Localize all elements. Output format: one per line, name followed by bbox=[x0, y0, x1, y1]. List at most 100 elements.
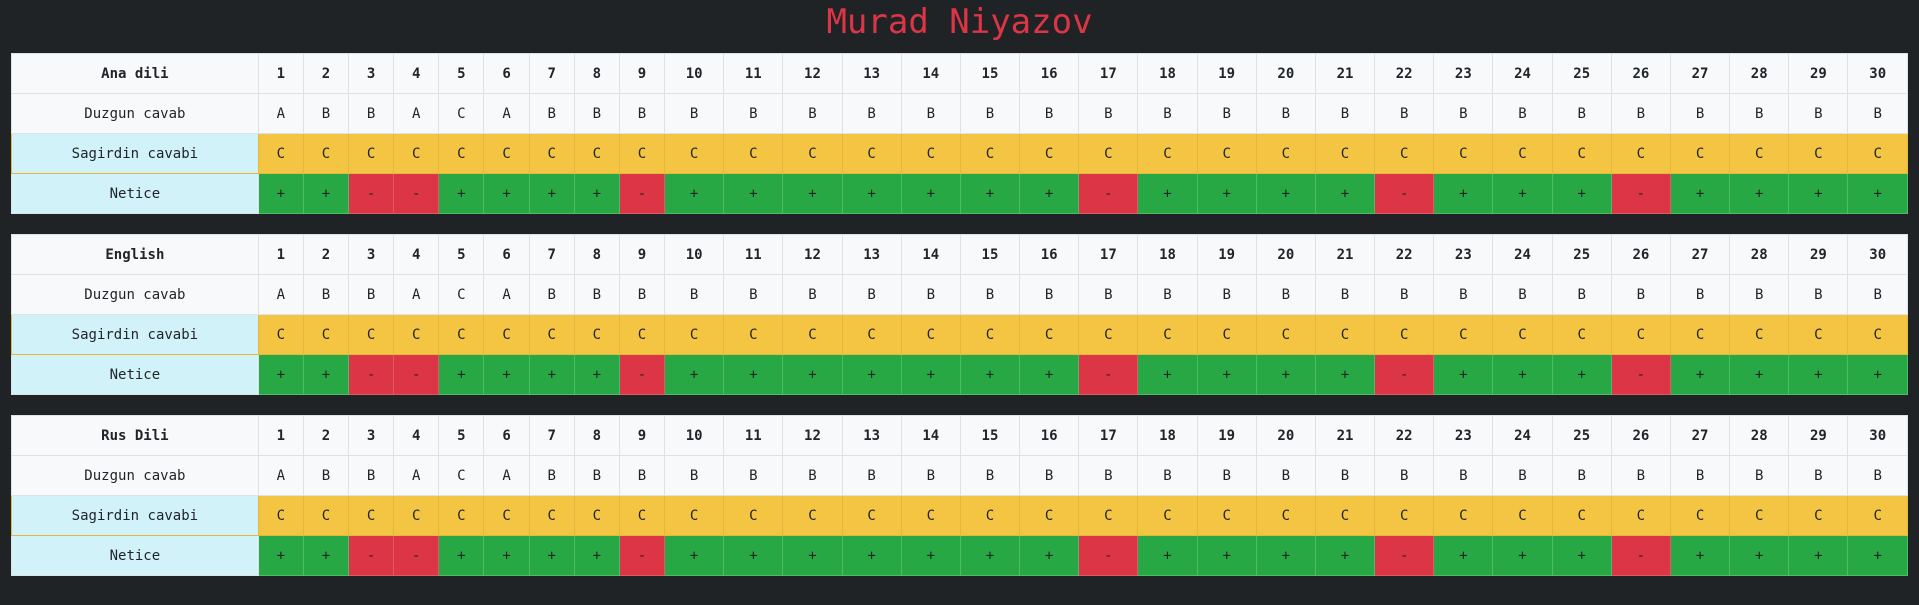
result-cell: - bbox=[393, 535, 440, 576]
question-number: 18 bbox=[1137, 415, 1198, 456]
question-number: 28 bbox=[1729, 234, 1790, 275]
correct-answer-cell: A bbox=[257, 455, 304, 496]
correct-answer-cell: B bbox=[1078, 455, 1139, 496]
student-answer-cell: C bbox=[302, 495, 350, 536]
result-cell: + bbox=[1255, 354, 1316, 395]
result-cell: + bbox=[1137, 535, 1198, 576]
correct-answer-cell: B bbox=[1788, 455, 1849, 496]
result-cell: + bbox=[1847, 535, 1908, 576]
question-header-row: English 1 2 3 4 5 6 7 8 9 10 11 12 13 14 15 16 17 18 19 20 21… bbox=[11, 234, 1908, 275]
result-cell: + bbox=[438, 173, 485, 214]
student-answer-cell: C bbox=[257, 314, 304, 355]
question-number: 30 bbox=[1847, 415, 1908, 456]
question-number: 23 bbox=[1433, 53, 1494, 94]
result-cell: - bbox=[1610, 173, 1671, 214]
correct-answer-cell: B bbox=[1788, 93, 1849, 134]
result-cell: + bbox=[782, 354, 843, 395]
correct-answer-cell: B bbox=[1847, 455, 1908, 496]
question-number: 4 bbox=[393, 415, 440, 456]
correct-answer-cell: B bbox=[841, 93, 902, 134]
student-answer-cell: C bbox=[664, 133, 725, 174]
question-number: 14 bbox=[900, 234, 961, 275]
result-cell: + bbox=[302, 173, 350, 214]
result-cell: - bbox=[1078, 173, 1139, 214]
question-number: 19 bbox=[1196, 53, 1257, 94]
student-answer-cell: C bbox=[1551, 314, 1612, 355]
correct-answer-cell: B bbox=[573, 93, 620, 134]
correct-answer-cell: B bbox=[664, 455, 725, 496]
student-answer-cell: C bbox=[723, 314, 784, 355]
question-number: 15 bbox=[959, 53, 1021, 94]
result-cell: + bbox=[528, 354, 575, 395]
correct-answer-cell: B bbox=[782, 455, 843, 496]
correct-answer-cell: A bbox=[393, 455, 440, 496]
question-number: 5 bbox=[438, 415, 485, 456]
question-number: 4 bbox=[393, 53, 440, 94]
correct-answer-cell: B bbox=[1729, 455, 1790, 496]
student-answer-cell: C bbox=[1610, 314, 1671, 355]
correct-answer-cell: B bbox=[1314, 93, 1376, 134]
correct-answer-cell: B bbox=[302, 93, 350, 134]
student-answer-cell: C bbox=[1078, 133, 1139, 174]
result-cell: + bbox=[1551, 173, 1612, 214]
question-number: 6 bbox=[483, 234, 530, 275]
question-number: 26 bbox=[1610, 53, 1671, 94]
student-answer-cell: C bbox=[900, 495, 961, 536]
result-cell: + bbox=[1847, 354, 1908, 395]
question-number: 29 bbox=[1788, 53, 1849, 94]
student-answer-cell: C bbox=[348, 314, 395, 355]
student-answer-cell: C bbox=[1788, 133, 1849, 174]
result-cell: + bbox=[438, 354, 485, 395]
correct-answer-cell: B bbox=[1669, 93, 1731, 134]
result-cell: + bbox=[1255, 173, 1316, 214]
student-answer-cell: C bbox=[1729, 495, 1790, 536]
question-number: 15 bbox=[959, 415, 1021, 456]
result-cell: + bbox=[1551, 535, 1612, 576]
correct-answer-label: Duzgun cavab bbox=[11, 93, 259, 134]
result-cell: + bbox=[900, 173, 961, 214]
question-number: 12 bbox=[782, 234, 843, 275]
student-answer-cell: C bbox=[257, 133, 304, 174]
page-title: Murad Niyazov bbox=[826, 2, 1093, 42]
correct-answer-cell: B bbox=[1669, 455, 1731, 496]
student-answer-cell: C bbox=[1078, 495, 1139, 536]
question-number: 10 bbox=[664, 234, 725, 275]
student-answer-cell: C bbox=[1314, 314, 1376, 355]
result-cell: + bbox=[959, 173, 1021, 214]
result-cell: + bbox=[1729, 173, 1790, 214]
student-answer-cell: C bbox=[1255, 314, 1316, 355]
student-answer-cell: C bbox=[393, 133, 440, 174]
student-answer-cell: C bbox=[618, 495, 666, 536]
question-number: 16 bbox=[1019, 53, 1080, 94]
student-answer-cell: C bbox=[1492, 495, 1553, 536]
question-number: 16 bbox=[1019, 415, 1080, 456]
result-cell: + bbox=[723, 354, 784, 395]
student-answer-label: Sagirdin cavabi bbox=[11, 495, 259, 536]
student-answer-cell: C bbox=[782, 314, 843, 355]
correct-answer-cell: B bbox=[1551, 93, 1612, 134]
question-number: 29 bbox=[1788, 234, 1849, 275]
result-cell: + bbox=[1788, 535, 1849, 576]
correct-answer-cell: B bbox=[1196, 93, 1257, 134]
question-number: 20 bbox=[1255, 53, 1316, 94]
result-cell: + bbox=[1314, 535, 1376, 576]
student-answer-cell: C bbox=[1433, 133, 1494, 174]
student-answer-row: Sagirdin cavabi C C C C C C C C C C C C C C C C C C C C C C C C C… bbox=[11, 495, 1908, 536]
question-number: 25 bbox=[1551, 415, 1612, 456]
student-answer-cell: C bbox=[393, 314, 440, 355]
result-cell: + bbox=[1669, 173, 1731, 214]
student-answer-cell: C bbox=[348, 133, 395, 174]
student-answer-cell: C bbox=[1610, 495, 1671, 536]
question-number: 21 bbox=[1314, 234, 1376, 275]
correct-answer-cell: B bbox=[959, 274, 1021, 315]
result-cell: - bbox=[1374, 173, 1435, 214]
result-cell: + bbox=[302, 535, 350, 576]
student-answer-row: Sagirdin cavabi C C C C C C C C C C C C C C C C C C C C C C C C C… bbox=[11, 314, 1908, 355]
correct-answer-cell: B bbox=[302, 274, 350, 315]
student-answer-cell: C bbox=[1196, 133, 1257, 174]
correct-answer-cell: B bbox=[302, 455, 350, 496]
result-cell: + bbox=[841, 354, 902, 395]
correct-answer-cell: A bbox=[483, 93, 530, 134]
question-number: 28 bbox=[1729, 415, 1790, 456]
student-answer-cell: C bbox=[782, 495, 843, 536]
